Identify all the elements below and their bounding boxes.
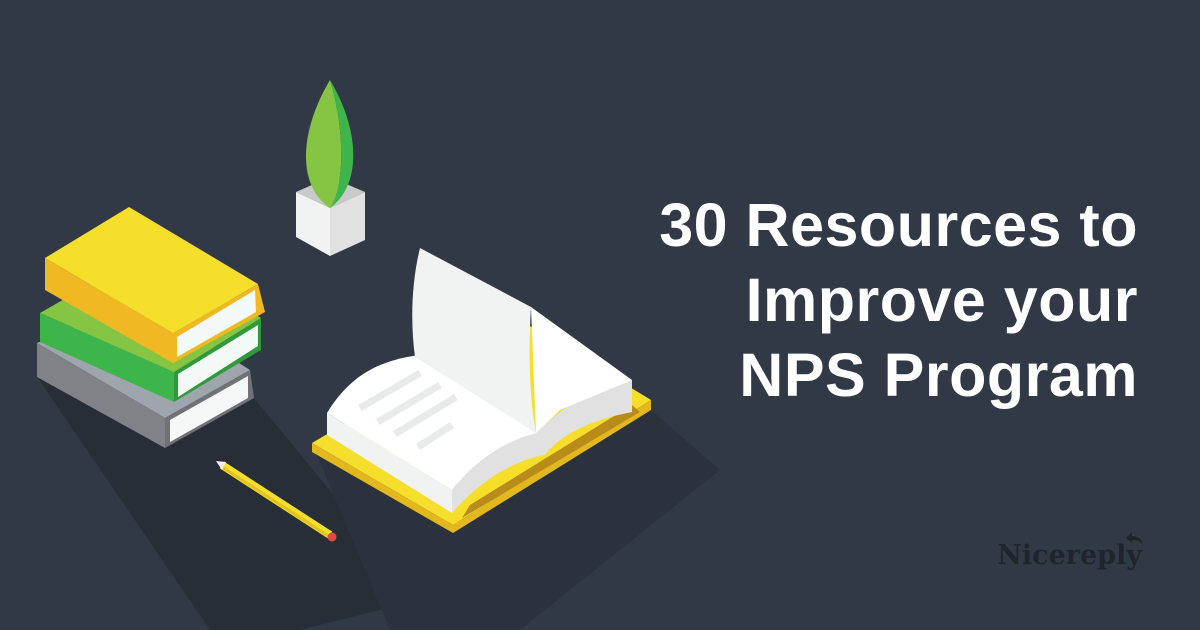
page-text-lines: [358, 369, 458, 450]
nicereply-logo: Nicereply: [997, 532, 1143, 571]
plant-in-pot: [296, 80, 365, 256]
yellow-book: [45, 207, 265, 363]
open-book: [312, 248, 651, 533]
reply-arrow-icon: [1126, 532, 1143, 545]
headline: 30 Resources to Improve your NPS Program: [659, 188, 1138, 413]
books-shadow: [37, 377, 420, 630]
pencil: [216, 461, 337, 542]
headline-line-3: NPS Program: [739, 341, 1138, 409]
headline-line-1: 30 Resources to: [659, 191, 1138, 259]
headline-line-2: Improve your: [745, 266, 1138, 334]
book-shadow: [312, 410, 720, 630]
logo-text: Nicereply: [997, 540, 1142, 571]
